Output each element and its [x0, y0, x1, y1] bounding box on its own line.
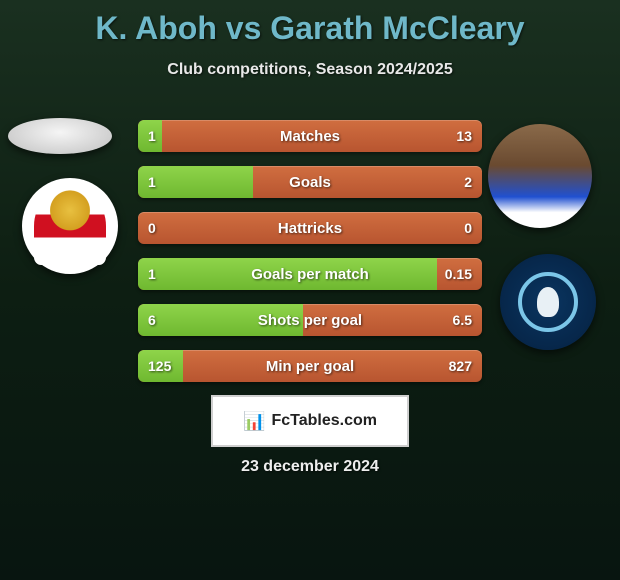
- stat-row: 125Min per goal827: [138, 350, 482, 382]
- page-title: K. Aboh vs Garath McCleary: [0, 0, 620, 47]
- stat-label: Matches: [138, 120, 482, 152]
- stat-row: 1Goals per match0.15: [138, 258, 482, 290]
- stat-label: Min per goal: [138, 350, 482, 382]
- stat-value-right: 2: [464, 166, 472, 198]
- stat-row: 0Hattricks0: [138, 212, 482, 244]
- stat-label: Hattricks: [138, 212, 482, 244]
- chart-icon: 📊: [243, 411, 265, 432]
- stat-label: Shots per goal: [138, 304, 482, 336]
- subtitle: Club competitions, Season 2024/2025: [0, 61, 620, 79]
- player2-avatar: [488, 124, 592, 228]
- club2-badge: [500, 254, 596, 350]
- stat-value-right: 0.15: [445, 258, 472, 290]
- branding-text: FcTables.com: [271, 412, 377, 430]
- club1-crest-icon: [34, 187, 106, 265]
- club1-badge: [22, 178, 118, 274]
- player1-avatar: [8, 118, 112, 154]
- branding-badge[interactable]: 📊 FcTables.com: [211, 395, 409, 447]
- date-text: 23 december 2024: [0, 458, 620, 476]
- stat-label: Goals: [138, 166, 482, 198]
- stat-row: 6Shots per goal6.5: [138, 304, 482, 336]
- stat-value-right: 13: [456, 120, 472, 152]
- stat-value-right: 6.5: [453, 304, 472, 336]
- stat-row: 1Goals2: [138, 166, 482, 198]
- stat-value-right: 0: [464, 212, 472, 244]
- swan-icon: [537, 287, 559, 317]
- stat-label: Goals per match: [138, 258, 482, 290]
- stat-value-right: 827: [449, 350, 472, 382]
- stats-container: 1Matches13 1Goals2 0Hattricks0 1Goals per m…: [138, 120, 482, 396]
- club2-crest-icon: [518, 272, 578, 332]
- stat-row: 1Matches13: [138, 120, 482, 152]
